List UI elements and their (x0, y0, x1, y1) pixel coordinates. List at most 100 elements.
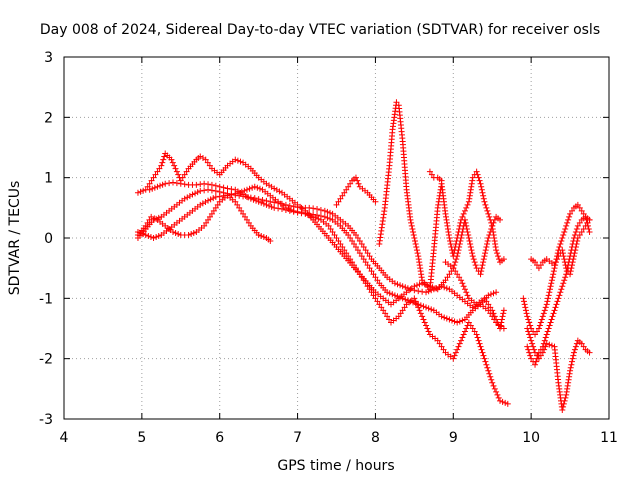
data-point (484, 238, 491, 245)
data-point (172, 165, 179, 172)
data-point (535, 265, 542, 272)
data-point (560, 253, 567, 260)
data-point (458, 337, 465, 344)
data-point (154, 183, 161, 190)
data-point (194, 189, 201, 196)
data-point (397, 310, 404, 317)
data-point (275, 205, 282, 212)
data-point (368, 268, 375, 275)
data-point (177, 180, 184, 187)
data-point (148, 177, 155, 184)
data-point (447, 238, 454, 245)
data-points (134, 99, 593, 413)
data-point (567, 250, 574, 257)
data-point (555, 295, 562, 302)
data-point (563, 271, 570, 278)
data-point (202, 156, 209, 163)
data-point (302, 210, 309, 217)
data-point (145, 232, 152, 239)
data-point (314, 212, 321, 219)
data-point (395, 313, 402, 320)
data-point (425, 305, 432, 312)
data-point (535, 349, 542, 356)
data-point (572, 343, 579, 350)
data-point (467, 241, 474, 248)
data-point (559, 406, 566, 413)
data-point (546, 322, 553, 329)
data-point (459, 228, 466, 235)
data-point (471, 328, 478, 335)
data-point (413, 282, 420, 289)
data-point (419, 288, 426, 295)
data-point (476, 177, 483, 184)
data-point (210, 195, 217, 202)
data-point (171, 162, 178, 169)
data-point (310, 205, 317, 212)
data-point (263, 201, 270, 208)
data-point (154, 168, 161, 175)
data-point (542, 334, 549, 341)
data-point (574, 201, 581, 208)
data-point (134, 228, 141, 235)
data-point (493, 289, 500, 296)
data-point (325, 222, 332, 229)
data-point (548, 280, 555, 287)
data-point (247, 195, 254, 202)
data-point (454, 271, 461, 278)
data-point (413, 247, 420, 254)
data-point (541, 307, 548, 314)
data-point (397, 282, 404, 289)
data-point (380, 307, 387, 314)
data-point (241, 187, 248, 194)
data-point (446, 271, 453, 278)
data-point (459, 317, 466, 324)
data-point (459, 334, 466, 341)
data-point (461, 216, 468, 223)
data-point (493, 388, 500, 395)
data-point (551, 307, 558, 314)
data-point (144, 219, 151, 226)
data-point (408, 222, 415, 229)
data-point (159, 181, 166, 188)
data-point (201, 222, 208, 229)
data-point (181, 195, 188, 202)
data-point (286, 202, 293, 209)
data-point (424, 325, 431, 332)
data-point (199, 155, 206, 162)
data-point (150, 235, 157, 241)
data-point (494, 391, 501, 398)
data-point (480, 256, 487, 263)
data-point (524, 313, 531, 320)
data-point (197, 187, 204, 194)
data-point (255, 231, 262, 238)
data-point (478, 265, 485, 272)
data-point (236, 204, 243, 211)
data-point (267, 198, 274, 205)
data-point (571, 231, 578, 238)
data-point (170, 228, 176, 235)
data-point (255, 198, 262, 205)
data-point (478, 268, 485, 275)
data-point (473, 331, 480, 338)
data-point (137, 229, 144, 236)
data-point (256, 185, 263, 192)
data-point (169, 159, 176, 166)
data-point (489, 222, 496, 229)
data-point (205, 216, 212, 223)
data-point (358, 241, 365, 248)
data-point (485, 210, 492, 217)
data-point (207, 196, 214, 203)
data-point (399, 295, 406, 302)
data-point (443, 315, 450, 322)
data-point (364, 283, 371, 290)
data-point (423, 289, 430, 296)
data-point (548, 316, 555, 323)
data-point (528, 355, 535, 362)
data-point (563, 222, 570, 229)
data-point (389, 291, 396, 298)
data-point (438, 177, 445, 184)
data-point (181, 171, 188, 178)
data-point (524, 343, 531, 350)
data-point (499, 313, 506, 320)
data-point (443, 285, 450, 292)
